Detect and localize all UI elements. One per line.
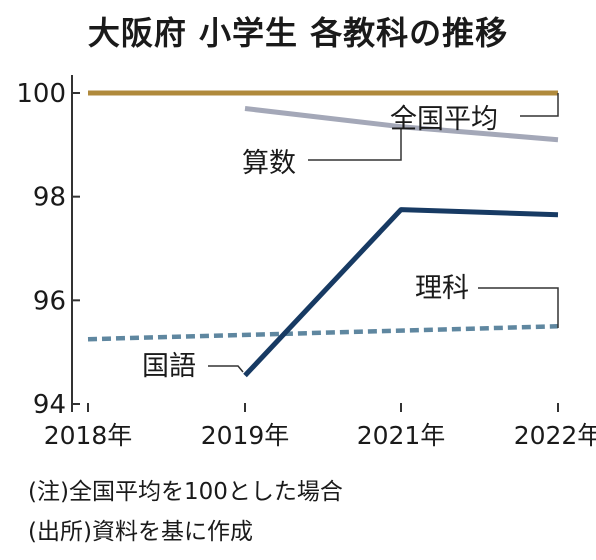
series-label: 全国平均	[390, 104, 498, 135]
chart-series-lines	[87, 90, 559, 378]
series-line	[244, 106, 559, 143]
series-leader-line	[478, 287, 559, 328]
footnote-baseline: (注)全国平均を100とした場合	[28, 479, 343, 505]
series-line	[87, 324, 559, 342]
series-label: 国語	[142, 351, 196, 382]
x-tick-label: 2018年	[44, 421, 133, 450]
y-tick-label: 98	[33, 183, 66, 213]
y-tick-label: 100	[16, 79, 66, 109]
x-tick-label: 2019年	[201, 421, 290, 450]
footnote-source: (出所)資料を基に作成	[28, 519, 253, 545]
chart-series-leader-lines	[208, 93, 559, 373]
x-tick-label: 2022年	[514, 421, 596, 450]
y-tick-label: 96	[33, 286, 66, 316]
series-leader-line	[208, 365, 244, 373]
y-tick-label: 94	[33, 390, 66, 420]
x-tick-label: 2021年	[357, 421, 446, 450]
series-label: 算数	[242, 148, 296, 179]
series-leader-line	[520, 93, 559, 117]
series-line	[243, 207, 559, 378]
series-label: 理科	[415, 273, 469, 304]
series-leader-line	[308, 128, 402, 161]
chart-title: 大阪府 小学生 各教科の推移	[87, 14, 509, 52]
